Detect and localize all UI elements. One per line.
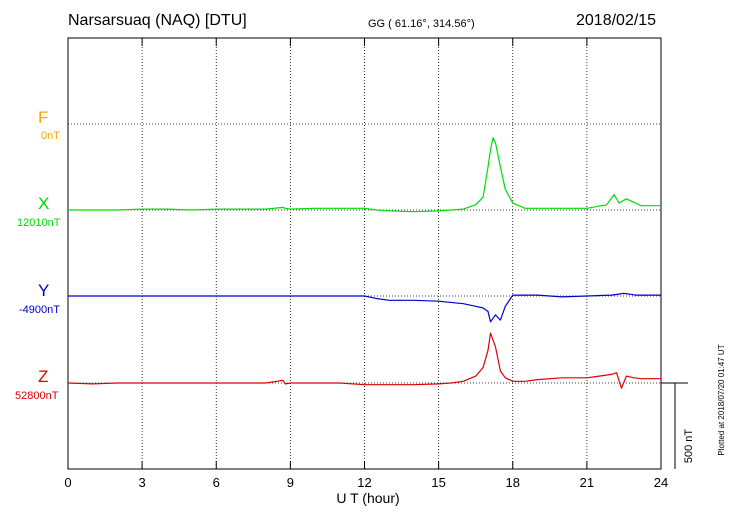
scale-bar: 500 nT xyxy=(661,382,695,469)
station-coordinates: GG ( 61.16°, 314.56°) xyxy=(368,18,475,30)
channel-f-label: F xyxy=(38,108,49,127)
series-y-trace xyxy=(68,292,661,323)
chart-title: Narsarsuaq (NAQ) [DTU] xyxy=(68,12,247,29)
x-tick-label: 15 xyxy=(431,475,445,490)
channel-x-label: X xyxy=(38,194,50,213)
scale-bar-label: 500 nT xyxy=(683,429,695,464)
x-axis: 0 3 6 9 12 15 18 21 24 xyxy=(64,38,668,490)
x-tick-label: 12 xyxy=(357,475,371,490)
chart-grid xyxy=(68,38,661,469)
channel-z-baseline: 52800nT xyxy=(15,390,59,402)
chart-series xyxy=(67,137,661,389)
x-axis-label: U T (hour) xyxy=(336,490,399,506)
channel-f-baseline: 0nT xyxy=(41,130,60,142)
series-x-trace xyxy=(68,137,661,213)
channel-z-label: Z xyxy=(38,367,49,386)
x-tick-label: 18 xyxy=(506,475,520,490)
chart-date: 2018/02/15 xyxy=(576,12,657,29)
channel-y-baseline: -4900nT xyxy=(19,304,60,316)
x-tick-label: 9 xyxy=(287,475,294,490)
x-tick-label: 6 xyxy=(213,475,220,490)
series-z-trace xyxy=(67,332,661,389)
x-tick-label: 3 xyxy=(139,475,146,490)
plotted-timestamp: Plotted at 2018/07/20 01:47 UT xyxy=(717,344,726,455)
x-tick-label: 21 xyxy=(580,475,594,490)
channel-y-label: Y xyxy=(38,281,50,300)
channel-x-baseline: 12010nT xyxy=(17,217,61,229)
x-tick-label: 0 xyxy=(64,475,71,490)
x-tick-label: 24 xyxy=(654,475,668,490)
